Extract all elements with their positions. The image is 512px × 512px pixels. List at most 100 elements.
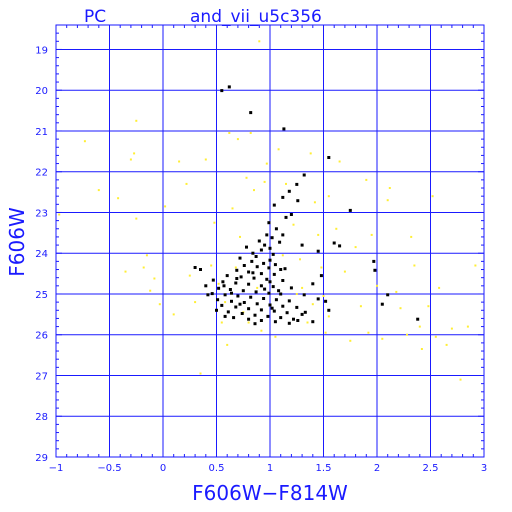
yellow-star-point bbox=[474, 264, 477, 267]
black-star-point bbox=[266, 314, 270, 318]
y-tick-label: 23 bbox=[35, 208, 48, 219]
black-star-point bbox=[262, 297, 266, 300]
yellow-star-point bbox=[386, 199, 389, 202]
black-star-point bbox=[211, 278, 215, 282]
black-star-point bbox=[230, 291, 233, 295]
black-star-point bbox=[332, 241, 336, 245]
yellow-star-point bbox=[185, 182, 188, 185]
black-star-point bbox=[273, 320, 277, 324]
black-star-point bbox=[267, 266, 271, 270]
black-star-point bbox=[327, 156, 331, 159]
black-star-point bbox=[221, 280, 225, 284]
black-star-point bbox=[295, 305, 299, 309]
yellow-star-point bbox=[359, 305, 362, 308]
black-star-point bbox=[348, 208, 352, 212]
yellow-star-point bbox=[434, 335, 437, 338]
black-star-point bbox=[239, 275, 243, 279]
black-star-point bbox=[270, 306, 274, 310]
black-star-point bbox=[240, 312, 244, 315]
black-star-point bbox=[234, 305, 238, 309]
black-star-point bbox=[287, 189, 291, 193]
yellow-star-point bbox=[399, 307, 402, 310]
yellow-star-point bbox=[427, 305, 430, 308]
yellow-star-point bbox=[265, 162, 268, 165]
black-star-point bbox=[265, 277, 269, 281]
yellow-star-point bbox=[301, 286, 304, 289]
yellow-star-point bbox=[466, 325, 469, 328]
yellow-star-point bbox=[381, 337, 384, 340]
black-star-point bbox=[228, 288, 232, 291]
black-star-point bbox=[274, 227, 278, 231]
yellow-star-point bbox=[420, 348, 423, 350]
yellow-star-point bbox=[459, 378, 462, 381]
black-star-point bbox=[242, 264, 246, 267]
y-tick-label: 22 bbox=[35, 168, 48, 179]
black-star-point bbox=[236, 294, 240, 298]
black-star-point bbox=[247, 282, 251, 286]
black-star-point bbox=[199, 268, 202, 271]
x-tick-label: −0.5 bbox=[97, 463, 121, 474]
yellow-star-point bbox=[245, 176, 248, 179]
x-tick-label: 2 bbox=[374, 463, 380, 474]
yellow-star-point bbox=[249, 132, 252, 134]
black-star-point bbox=[257, 239, 261, 243]
x-tick-labels: −1 −0.5 0 0.5 1 1.5 2 2.5 3 bbox=[49, 463, 488, 474]
yellow-star-point bbox=[153, 277, 156, 280]
yellow-star-point bbox=[117, 197, 120, 200]
yellow-star-point bbox=[327, 315, 330, 318]
black-star-point bbox=[235, 268, 239, 272]
black-star-point bbox=[267, 221, 271, 225]
black-star-point bbox=[263, 243, 267, 247]
x-tick-label: 1.5 bbox=[316, 463, 332, 474]
yellow-star-point bbox=[317, 233, 320, 236]
black-star-point bbox=[274, 298, 278, 302]
black-star-point bbox=[416, 317, 420, 321]
yellow-star-point bbox=[253, 189, 255, 192]
yellow-star-point bbox=[97, 189, 100, 192]
black-star-point bbox=[296, 199, 300, 203]
yellow-star-point bbox=[354, 246, 357, 249]
x-tick-label: 0 bbox=[160, 463, 166, 474]
black-star-point bbox=[287, 299, 291, 303]
black-star-point bbox=[247, 317, 251, 321]
black-star-point bbox=[287, 321, 291, 325]
yellow-star-point bbox=[418, 325, 421, 328]
black-star-point bbox=[215, 308, 218, 312]
yellow-star-point bbox=[349, 339, 352, 342]
yellow-star-point bbox=[277, 148, 280, 151]
black-star-point bbox=[278, 240, 282, 244]
yellow-star-point bbox=[129, 158, 132, 161]
black-star-point bbox=[217, 286, 221, 290]
black-star-point bbox=[251, 271, 255, 275]
y-tick-label: 24 bbox=[35, 249, 48, 260]
black-star-point bbox=[253, 313, 257, 317]
axis-ticks bbox=[55, 25, 485, 458]
black-star-point bbox=[210, 292, 214, 296]
yellow-star-point bbox=[313, 201, 316, 204]
y-tick-label: 27 bbox=[35, 371, 48, 382]
black-star-point bbox=[265, 233, 269, 237]
black-star-point bbox=[204, 284, 208, 288]
black-star-point bbox=[216, 298, 220, 302]
black-star-point bbox=[253, 322, 257, 326]
black-star-point bbox=[289, 213, 293, 216]
black-star-point bbox=[285, 311, 289, 315]
y-tick-label: 25 bbox=[35, 290, 48, 301]
black-star-point bbox=[247, 270, 251, 274]
yellow-star-point bbox=[239, 235, 241, 238]
yellow-star-point bbox=[322, 295, 325, 297]
yellow-star-point bbox=[274, 335, 277, 338]
yellow-star-point bbox=[149, 289, 152, 292]
x-tick-label: −1 bbox=[49, 463, 64, 474]
yellow-star-point bbox=[83, 140, 86, 143]
black-star-point bbox=[242, 301, 246, 304]
black-star-point bbox=[259, 272, 263, 276]
black-star-point bbox=[234, 281, 238, 285]
black-star-point bbox=[259, 319, 263, 322]
black-star-point bbox=[249, 295, 253, 299]
black-star-point bbox=[255, 265, 259, 269]
yellow-star-point bbox=[285, 182, 287, 185]
black-star-point bbox=[252, 276, 256, 280]
black-star-point bbox=[259, 248, 263, 252]
